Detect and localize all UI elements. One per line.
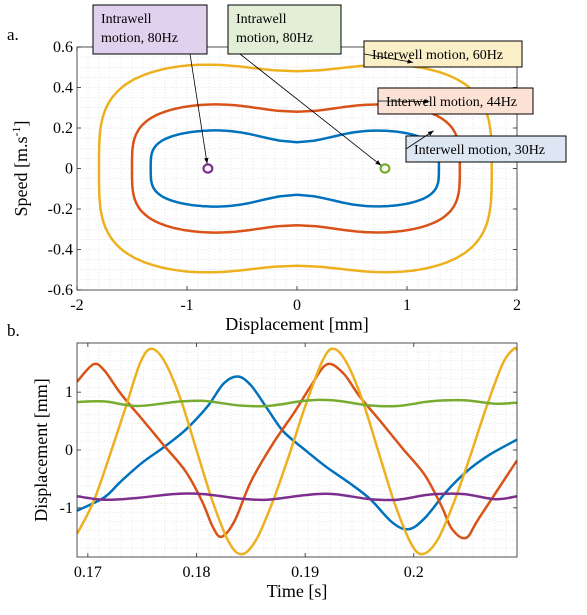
annotation-text-1: Intrawell	[236, 12, 287, 27]
panel-b-series-0	[77, 375, 517, 531]
panel-b-series-3	[77, 398, 517, 408]
panel-a-ytick-label: 0.4	[53, 80, 73, 97]
panel-a-series-3	[202, 163, 214, 174]
annotation-box-2	[363, 40, 523, 68]
panel-a-ytick-label: 0	[65, 161, 73, 178]
panel-a-xtick-label: 0	[293, 297, 301, 314]
panel-a-ytick-label: 0.2	[53, 120, 73, 137]
annotation-layer: Intrawell motion, 80Hz Intrawell motion, 80…	[92, 4, 567, 166]
panel-a-series-0	[149, 129, 441, 208]
panel-a-series-2	[97, 63, 493, 274]
series-layer	[77, 63, 517, 556]
panel-b-panel-letter: b.	[7, 321, 20, 340]
annotation-text-0: motion, 80Hz	[101, 31, 178, 46]
annotation-box-0	[92, 4, 208, 55]
panel-a-xtick-label: 2	[513, 297, 521, 314]
panel-b-ytick-label: 1	[65, 384, 73, 401]
annotation-arrow-1	[239, 53, 382, 166]
panel-a-xlabel: Displacement [mm]	[225, 314, 368, 334]
panel-a-xtick-label: -2	[70, 297, 83, 314]
panel-b-xtick-label: 0.17	[74, 564, 102, 581]
annotation-box-1	[227, 4, 342, 55]
axes-layer: -2 -1 0 1 2 -0.6 -0.4 -0.2 0 0.2 0.4 0.6 Displacemen…	[7, 25, 521, 601]
panel-a-xtick-label: -1	[180, 297, 193, 314]
annotation-arrow-0	[189, 53, 209, 164]
panel-b-xtick-label: 0.19	[291, 564, 319, 581]
panel-b-series-2	[77, 346, 517, 556]
annotation-text-2: Interwell motion, 60Hz	[372, 48, 503, 63]
panel-b-series-1	[77, 362, 517, 540]
panel-a-panel-letter: a.	[7, 25, 19, 44]
annotation-text-0: Intrawell	[101, 12, 152, 27]
panel-b-xtick-label: 0.2	[404, 564, 424, 581]
annotation-text-4: Interwell motion, 30Hz	[414, 143, 545, 158]
panel-a-ytick-label: -0.2	[48, 201, 73, 218]
annotation-arrow-2	[363, 53, 414, 64]
panel-b-xtick-label: 0.18	[183, 564, 211, 581]
panel-a-ylabel: Speed [m.s-1]	[9, 121, 31, 217]
panel-a-ytick-label: -0.6	[48, 282, 73, 299]
annotation-arrow-4	[405, 130, 434, 150]
panel-a-xtick-label: 1	[403, 297, 411, 314]
panel-b-xlabel: Time [s]	[267, 581, 328, 601]
annotation-arrow-3	[377, 99, 430, 104]
panel-b-ylabel: Displacement [mm]	[31, 378, 51, 521]
annotation-text-1: motion, 80Hz	[236, 31, 313, 46]
panel-a-series-4	[379, 163, 391, 174]
grid-layer	[77, 47, 517, 557]
panel-a-ytick-label: -0.4	[48, 242, 73, 259]
annotation-text-3: Interwell motion, 44Hz	[386, 95, 517, 110]
panel-b-ytick-label: 0	[65, 442, 73, 459]
panel-b-series-4	[77, 492, 517, 502]
panel-b-ytick-label: -1	[60, 500, 73, 517]
panel-a-ytick-label: 0.6	[53, 39, 73, 56]
